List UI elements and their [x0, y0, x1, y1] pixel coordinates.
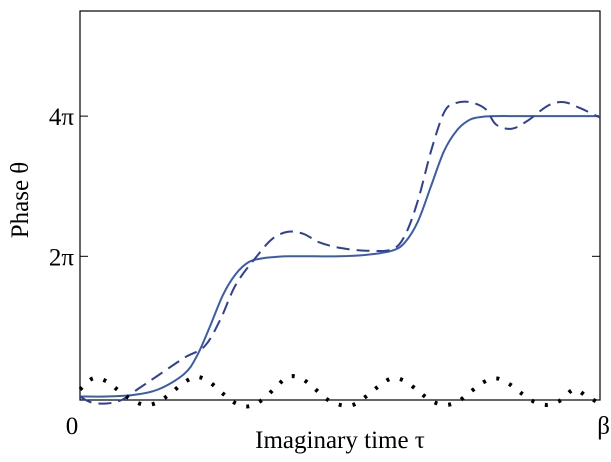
plot-frame — [79, 10, 601, 401]
x-tick-label: 0 — [66, 413, 79, 440]
y-ticks: 2π 4π — [49, 104, 600, 271]
y-tick-label: 4π — [49, 104, 75, 131]
series-line-dotted — [78, 374, 601, 409]
y-axis-label: Phase θ — [7, 162, 34, 239]
x-axis-label: Imaginary time τ — [255, 427, 425, 454]
series-line-solid — [79, 115, 601, 398]
x-tick-label: β — [597, 413, 610, 440]
series-line-dashed — [79, 100, 601, 405]
y-tick-label: 2π — [49, 244, 75, 271]
series-group — [78, 100, 601, 409]
